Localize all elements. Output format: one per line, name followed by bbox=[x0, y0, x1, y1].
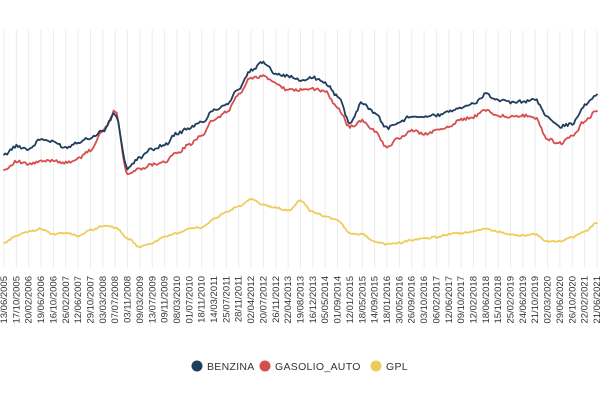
x-tick-label: 18/06/2018 bbox=[481, 276, 492, 324]
x-tick-label: 20/02/2006 bbox=[24, 276, 35, 324]
x-tick-label: 28/11/2011 bbox=[234, 276, 245, 322]
x-tick-label: 01/07/2010 bbox=[184, 276, 195, 324]
x-tick-label: 14/09/2015 bbox=[370, 276, 381, 324]
series-line-gpl bbox=[3, 198, 598, 248]
x-tick-label: 26/09/2016 bbox=[407, 276, 418, 324]
x-tick-label: 30/05/2016 bbox=[394, 276, 405, 324]
x-tick-label: 06/02/2017 bbox=[431, 276, 442, 324]
x-tick-label: 17/10/2005 bbox=[11, 276, 22, 324]
x-tick-label: 19/08/2013 bbox=[296, 276, 307, 324]
x-tick-label: 03/03/2008 bbox=[98, 276, 109, 324]
legend-label: GPL bbox=[386, 361, 408, 373]
x-tick-label: 02/04/2012 bbox=[246, 276, 257, 324]
x-tick-label: 21/06/2021 bbox=[592, 276, 600, 324]
chart-series-lines bbox=[3, 60, 598, 248]
legend-item-gpl: GPL bbox=[370, 360, 408, 373]
legend-label: BENZINA bbox=[207, 361, 255, 373]
x-tick-label: 19/06/2006 bbox=[36, 276, 47, 324]
x-tick-label: 14/03/2011 bbox=[209, 276, 220, 323]
x-tick-label: 12/06/2017 bbox=[444, 276, 455, 324]
x-tick-label: 12/02/2018 bbox=[468, 276, 479, 324]
x-tick-label: 25/02/2019 bbox=[506, 276, 517, 324]
legend-marker bbox=[370, 360, 382, 372]
x-tick-label: 16/12/2013 bbox=[308, 276, 319, 324]
x-tick-label: 12/06/2007 bbox=[73, 276, 84, 324]
x-tick-label: 12/01/2015 bbox=[345, 276, 356, 324]
x-tick-label: 13/07/2009 bbox=[147, 276, 158, 324]
legend-marker bbox=[191, 360, 203, 372]
x-tick-label: 18/01/2016 bbox=[382, 276, 393, 324]
x-tick-label: 18/05/2015 bbox=[357, 276, 368, 324]
x-tick-label: 07/07/2008 bbox=[110, 276, 121, 324]
chart-legend: BENZINA GASOLIO_AUTO GPL bbox=[191, 360, 408, 373]
legend-marker bbox=[259, 360, 271, 372]
x-tick-label: 18/11/2010 bbox=[197, 276, 208, 323]
x-tick-label: 26/02/2007 bbox=[61, 276, 72, 324]
x-tick-label: 26/11/2012 bbox=[271, 276, 282, 323]
x-tick-label: 29/06/2020 bbox=[555, 276, 566, 324]
x-tick-label: 02/03/2020 bbox=[543, 276, 554, 324]
legend-item-benzina: BENZINA bbox=[191, 360, 255, 373]
x-tick-label: 09/11/2009 bbox=[160, 276, 171, 323]
x-tick-label: 16/10/2006 bbox=[48, 276, 59, 324]
x-tick-label: 24/06/2019 bbox=[518, 276, 529, 324]
series-line-benzina bbox=[3, 60, 598, 171]
x-axis-tick-labels: 13/06/2005 17/10/2005 20/02/2006 19/06/2006… bbox=[0, 276, 600, 324]
x-tick-label: 08/03/2010 bbox=[172, 276, 183, 324]
x-tick-label: 05/05/2014 bbox=[320, 276, 331, 324]
legend-label: GASOLIO_AUTO bbox=[275, 361, 361, 373]
x-tick-label: 21/10/2019 bbox=[530, 276, 541, 324]
x-tick-label: 13/06/2005 bbox=[0, 276, 10, 324]
x-tick-label: 22/02/2021 bbox=[580, 276, 591, 324]
x-tick-label: 01/09/2014 bbox=[333, 276, 344, 324]
x-tick-label: 09/03/2009 bbox=[135, 276, 146, 324]
legend-item-gasolio-auto: GASOLIO_AUTO bbox=[259, 360, 361, 373]
x-tick-label: 26/10/2020 bbox=[567, 276, 578, 324]
x-tick-label: 20/07/2012 bbox=[258, 276, 269, 324]
x-tick-label: 25/07/2011 bbox=[221, 276, 232, 323]
x-tick-label: 22/04/2013 bbox=[283, 276, 294, 324]
x-tick-label: 29/10/2007 bbox=[85, 276, 96, 324]
x-tick-label: 03/10/2016 bbox=[419, 276, 430, 324]
x-tick-label: 03/11/2008 bbox=[123, 276, 134, 323]
x-tick-label: 15/10/2018 bbox=[493, 276, 504, 324]
x-tick-label: 09/10/2017 bbox=[456, 276, 467, 324]
